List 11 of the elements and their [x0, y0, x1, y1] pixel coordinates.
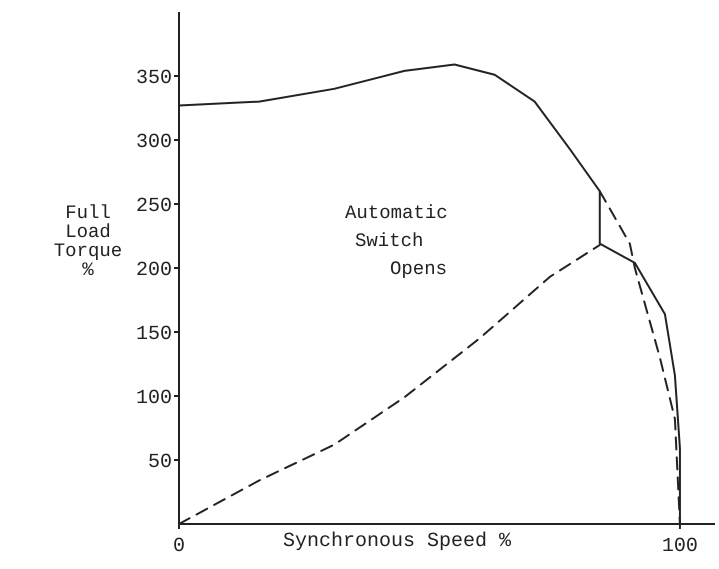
y-tick-label: 50: [148, 451, 172, 474]
y-axis-title: Full Load Torque %: [54, 202, 122, 281]
y-tick-label: 250: [136, 195, 172, 218]
annotation: Automatic Switch Opens: [345, 202, 448, 280]
x-axis-title: Synchronous Speed %: [282, 530, 512, 553]
y-tick-label: 350: [136, 67, 172, 90]
y-tick-label: 300: [136, 131, 172, 154]
x-tick-label: 0: [172, 535, 186, 558]
y-tick-label: 200: [136, 259, 172, 282]
y-tick-label: 100: [136, 387, 172, 410]
y-tick-label: 150: [136, 323, 172, 346]
